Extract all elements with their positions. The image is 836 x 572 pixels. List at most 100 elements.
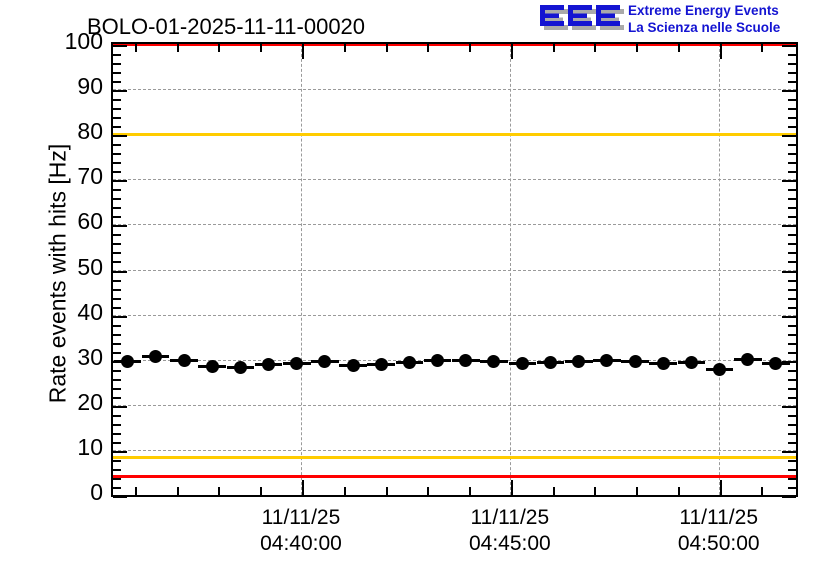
- y-axis-label: 0: [90, 479, 103, 505]
- x-axis-label-time: 04:45:00: [468, 532, 551, 555]
- y-axis-minor-tick: [788, 234, 796, 237]
- horizontal-gridline: [113, 224, 796, 226]
- y-axis-minor-tick: [113, 342, 121, 345]
- x-axis-minor-tick: [427, 44, 430, 52]
- y-axis-label: 60: [77, 208, 103, 235]
- y-axis-minor-tick: [113, 99, 121, 102]
- y-axis-minor-tick: [788, 333, 796, 336]
- horizontal-gridline: [113, 404, 796, 406]
- vertical-gridline: [300, 44, 302, 495]
- y-axis-minor-tick: [788, 207, 796, 210]
- data-point: [403, 355, 417, 369]
- x-axis-tick: [719, 480, 722, 495]
- y-axis-minor-tick: [788, 72, 796, 75]
- y-axis-minor-tick: [788, 441, 796, 444]
- y-axis-tick: [113, 405, 127, 408]
- y-axis-minor-tick: [113, 243, 121, 246]
- y-axis-minor-tick: [788, 468, 796, 471]
- y-axis-minor-tick: [113, 369, 121, 372]
- y-axis-minor-tick: [788, 486, 796, 489]
- data-point: [261, 357, 275, 371]
- x-axis-minor-tick: [218, 487, 221, 495]
- x-axis-tick: [510, 44, 513, 59]
- x-axis-minor-tick: [761, 44, 764, 52]
- x-axis-minor-tick: [552, 44, 555, 52]
- data-point: [431, 354, 445, 368]
- x-axis-minor-tick: [218, 44, 221, 52]
- y-axis-minor-tick: [788, 189, 796, 192]
- data-point: [515, 356, 529, 370]
- y-axis-tick: [782, 270, 796, 273]
- y-axis-minor-tick: [788, 252, 796, 255]
- y-axis-minor-tick: [113, 297, 121, 300]
- y-axis-minor-tick: [113, 288, 121, 291]
- y-axis-minor-tick: [788, 387, 796, 390]
- x-axis-label-date: 11/11/25: [470, 506, 550, 529]
- y-axis-minor-tick: [113, 234, 121, 237]
- page-title: BOLO-01-2025-11-11-00020: [87, 14, 366, 39]
- y-axis-minor-tick: [113, 108, 121, 111]
- y-axis-label: 70: [77, 163, 103, 190]
- vertical-gridline: [509, 44, 511, 495]
- y-axis-label: 90: [77, 73, 103, 100]
- y-axis-tick: [113, 450, 127, 453]
- y-axis-tick: [782, 45, 796, 47]
- y-axis-minor-tick: [113, 477, 121, 480]
- vertical-gridline: [718, 44, 720, 495]
- eee-logo-line1: Extreme Energy Events: [628, 3, 779, 18]
- x-axis-minor-tick: [134, 487, 137, 495]
- data-point: [233, 361, 247, 375]
- y-axis-minor-tick: [788, 144, 796, 147]
- data-point: [374, 357, 388, 371]
- y-axis-minor-tick: [113, 459, 121, 462]
- x-axis-minor-tick: [260, 44, 263, 52]
- y-axis-minor-tick: [788, 414, 796, 417]
- eee-logo: Extreme Energy Events La Scienza nelle S…: [540, 2, 832, 38]
- data-point: [769, 357, 783, 371]
- y-axis-minor-tick: [113, 72, 121, 75]
- y-axis-tick: [782, 315, 796, 318]
- upper-yellow-limit: [113, 132, 796, 136]
- x-axis-label: 11/11/25 04:40:00: [221, 505, 381, 557]
- y-axis-minor-tick: [113, 351, 121, 354]
- y-axis-minor-tick: [788, 342, 796, 345]
- y-axis-label: 20: [77, 388, 103, 415]
- y-axis-minor-tick: [788, 432, 796, 435]
- y-axis-minor-tick: [788, 306, 796, 309]
- horizontal-gridline: [113, 89, 796, 91]
- y-axis-minor-tick: [788, 324, 796, 327]
- y-axis-minor-tick: [113, 378, 121, 381]
- x-axis-label-date: 11/11/25: [679, 506, 759, 529]
- y-axis-minor-tick: [788, 288, 796, 291]
- y-axis-tick: [113, 360, 127, 363]
- x-axis-minor-tick: [677, 44, 680, 52]
- data-point: [628, 355, 642, 368]
- data-point: [290, 356, 304, 370]
- y-axis-minor-tick: [788, 243, 796, 246]
- y-axis-minor-tick: [788, 423, 796, 426]
- y-axis-minor-tick: [113, 81, 121, 84]
- y-axis-label: 30: [77, 343, 103, 370]
- y-axis-tick: [113, 270, 127, 273]
- x-axis-minor-tick: [594, 487, 597, 495]
- data-point: [600, 354, 614, 368]
- x-axis-label-time: 04:40:00: [260, 532, 342, 555]
- plot-frame: [111, 42, 798, 498]
- x-axis-tick: [510, 480, 513, 495]
- x-axis-minor-tick: [176, 487, 179, 495]
- y-axis-tick: [113, 45, 127, 47]
- y-axis-minor-tick: [788, 162, 796, 165]
- x-axis-label-time: 04:50:00: [677, 532, 760, 555]
- horizontal-gridline: [113, 449, 796, 451]
- data-point: [121, 355, 135, 369]
- x-axis-minor-tick: [636, 487, 639, 495]
- x-axis-minor-tick: [552, 487, 555, 495]
- x-axis-minor-tick: [677, 487, 680, 495]
- y-axis-label: 40: [77, 298, 103, 325]
- y-axis-tick: [113, 135, 127, 138]
- horizontal-gridline: [113, 269, 796, 271]
- data-point: [318, 355, 332, 369]
- y-axis-tick: [782, 90, 796, 93]
- y-axis-minor-tick: [113, 396, 121, 399]
- y-axis-tick: [113, 315, 127, 318]
